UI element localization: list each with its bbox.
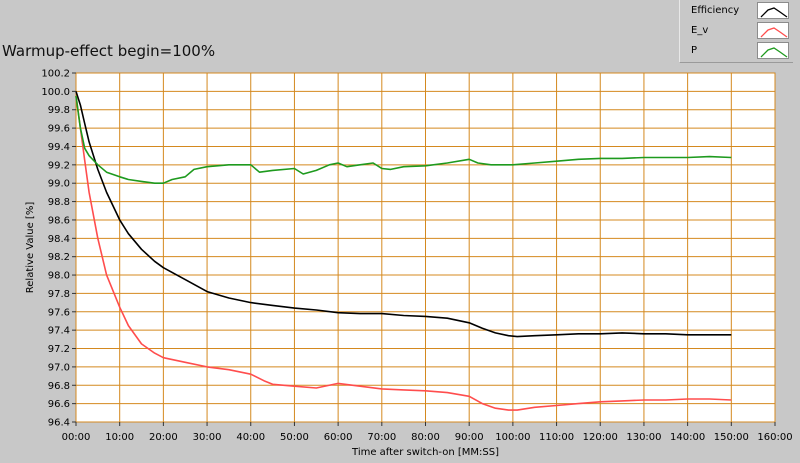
x-tick-label: 130:00 [626, 432, 661, 443]
y-tick-label: 97.0 [48, 362, 70, 373]
y-tick-label: 96.8 [48, 381, 70, 392]
y-tick-label: 97.2 [48, 344, 70, 355]
y-tick-labels: 96.4 96.6 96.8 97.0 97.2 97.4 97.6 97.8 98.0 98.2… [41, 69, 76, 429]
legend-label-ev: E_v [691, 25, 709, 36]
x-tick-label: 30:00 [193, 432, 222, 443]
y-tick-label: 97.4 [48, 326, 70, 337]
y-tick-label: 96.4 [48, 418, 70, 429]
x-tick-label: 160:00 [757, 432, 792, 443]
x-tick-label: 150:00 [714, 432, 749, 443]
x-tick-label: 110:00 [539, 432, 574, 443]
y-tick-label: 98.2 [48, 252, 70, 263]
legend-item-ev: E_v [680, 21, 793, 41]
y-tick-label: 99.2 [48, 160, 70, 171]
y-tick-label: 99.0 [48, 179, 70, 190]
legend-line-p [760, 47, 788, 58]
x-tick-label: 20:00 [149, 432, 178, 443]
legend-label-efficiency: Efficiency [691, 5, 740, 16]
x-tick-label: 40:00 [236, 432, 265, 443]
x-tick-label: 00:00 [62, 432, 91, 443]
x-axis-title: Time after switch-on [MM:SS] [351, 447, 499, 458]
x-tick-label: 120:00 [583, 432, 618, 443]
x-tick-label: 140:00 [670, 432, 705, 443]
y-axis-title: Relative Value [%] [25, 202, 36, 294]
y-tick-label: 100.0 [41, 87, 70, 98]
y-tick-label: 97.6 [48, 307, 70, 318]
legend-swatch-p [757, 42, 789, 59]
x-tick-label: 60:00 [324, 432, 353, 443]
y-tick-label: 100.2 [41, 69, 70, 80]
legend-line-ev [760, 27, 788, 38]
series-line-efficiency [75, 91, 732, 338]
legend-swatch-ev [757, 22, 789, 39]
chart-title: Warmup-effect begin=100% [2, 42, 216, 60]
series-line-p [75, 95, 732, 184]
x-tick-label: 90:00 [455, 432, 484, 443]
legend-label-p: P [691, 45, 698, 56]
y-tick-label: 99.4 [48, 142, 70, 153]
series-layer [75, 91, 732, 411]
legend-swatch-efficiency [757, 2, 789, 19]
series-line-e-v [75, 95, 732, 411]
x-tick-labels: 00:00 10:00 20:00 30:00 40:00 50:00 60:00 70:00… [62, 422, 793, 443]
y-tick-label: 98.4 [48, 234, 70, 245]
grid-layer [75, 72, 776, 423]
x-tick-label: 70:00 [367, 432, 396, 443]
y-tick-label: 98.8 [48, 197, 70, 208]
legend-item-p: P [680, 41, 793, 61]
y-tick-label: 99.6 [48, 124, 70, 135]
legend: Efficiency E_v P [679, 0, 793, 63]
y-tick-label: 98.6 [48, 215, 70, 226]
legend-item-efficiency: Efficiency [680, 1, 793, 21]
x-tick-label: 80:00 [411, 432, 440, 443]
y-tick-label: 99.8 [48, 105, 70, 116]
x-tick-label: 100:00 [495, 432, 530, 443]
y-tick-label: 97.8 [48, 289, 70, 300]
y-tick-label: 98.0 [48, 271, 70, 282]
y-tick-label: 96.6 [48, 399, 70, 410]
legend-line-efficiency [760, 7, 788, 18]
x-tick-label: 50:00 [280, 432, 309, 443]
x-tick-label: 10:00 [105, 432, 134, 443]
